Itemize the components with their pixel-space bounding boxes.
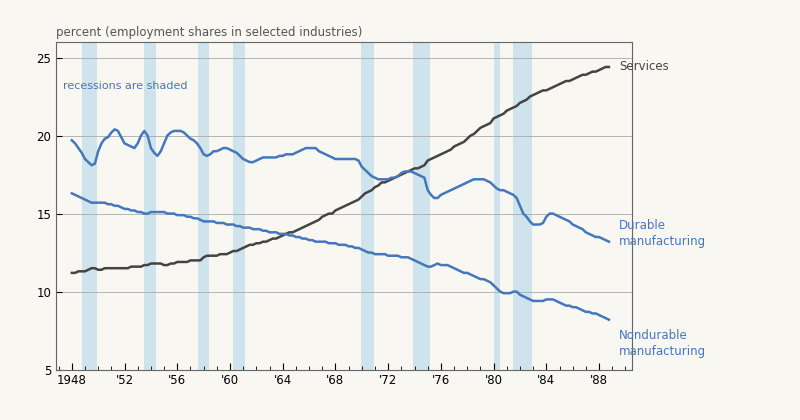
Text: recessions are shaded: recessions are shaded [62,81,187,91]
Text: Durable
manufacturing: Durable manufacturing [619,219,706,248]
Bar [234,42,246,370]
Bar [414,42,430,370]
Bar [82,42,97,370]
Text: Nondurable
manufacturing: Nondurable manufacturing [619,328,706,357]
Bar [514,42,532,370]
Bar [144,42,157,370]
Text: percent (employment shares in selected industries): percent (employment shares in selected i… [56,26,362,39]
Text: Services: Services [619,60,669,74]
Bar [361,42,374,370]
Bar [198,42,209,370]
Bar [494,42,500,370]
